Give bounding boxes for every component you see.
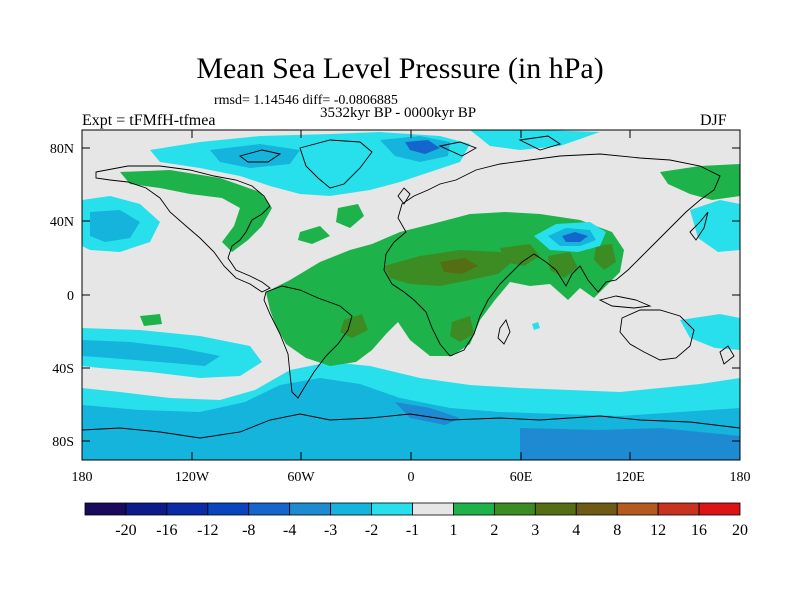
lon-label-60w: 60W — [287, 470, 315, 485]
colorbar-label: -12 — [197, 522, 218, 539]
lon-label-180w: 180 — [72, 470, 93, 485]
lon-label-120e: 120E — [615, 470, 645, 485]
lat-label-40s: 40S — [52, 362, 74, 377]
colorbar-box — [371, 502, 413, 516]
lon-label-0: 0 — [408, 470, 415, 485]
colorbar-box — [289, 502, 332, 516]
coastlines — [82, 135, 740, 439]
colorbar-label: -8 — [242, 522, 255, 539]
colorbar: -20 -16 -12 -8 -4 -3 -2 -1 1 2 3 4 8 12 16 20 — [84, 502, 748, 539]
rmsd-diff-stats: rmsd= 1.14546 diff= -0.0806885 — [214, 93, 398, 108]
colorbar-label: 16 — [691, 522, 707, 539]
greenland-deepblue — [405, 140, 440, 154]
lon-label-60e: 60E — [510, 470, 533, 485]
season-label: DJF — [700, 112, 727, 129]
axis-ticks — [81, 130, 741, 460]
lat-label-40n: 40N — [50, 215, 74, 230]
lat-label-80s: 80S — [52, 435, 74, 450]
colorbar-box — [453, 502, 495, 516]
australia-coast — [619, 309, 695, 361]
colorbar-label: -16 — [156, 522, 177, 539]
antarctic-blue-patch-east — [520, 428, 740, 460]
colorbar-label: -2 — [365, 522, 378, 539]
southeast-asia-darkgreen — [594, 244, 616, 270]
lat-label-0: 0 — [67, 289, 74, 304]
colorbar-box — [616, 502, 659, 516]
colorbar-label: 20 — [732, 522, 748, 539]
colorbar-box — [493, 502, 536, 516]
colorbar-box — [248, 502, 291, 516]
arctic-islands-coast — [238, 135, 562, 163]
antarctica-coast — [82, 413, 740, 439]
atlantic-green-blob — [298, 226, 330, 244]
colorbar-label: -4 — [283, 522, 296, 539]
colorbar-label: 12 — [650, 522, 666, 539]
colorbar-label: 1 — [449, 522, 457, 539]
greenland-coast — [299, 139, 373, 189]
india-darkgreen — [548, 252, 578, 278]
tibet-deepblue — [562, 232, 588, 242]
north-pacific-lightblue — [90, 210, 140, 242]
new-zealand-coast — [719, 345, 735, 365]
tasman-cyan — [680, 314, 740, 350]
colorbar-label: 2 — [490, 522, 498, 539]
colorbar-box — [84, 502, 127, 516]
siberia-cyan — [470, 130, 600, 150]
colorbar-label: 8 — [613, 522, 621, 539]
colorbar-box — [657, 502, 700, 516]
colorbar-label: 4 — [572, 522, 580, 539]
colorbar-label: 3 — [531, 522, 539, 539]
indonesia-coast — [598, 295, 652, 309]
madagascar-coast — [497, 319, 511, 345]
canada-green-small — [140, 314, 162, 326]
mid-atlantic-green — [336, 204, 364, 228]
north-america-green — [120, 170, 272, 252]
map-title: Mean Sea Level Pressure (in hPa) — [196, 52, 604, 85]
south-pacific-lightblue — [82, 340, 220, 366]
west-pacific-cyan — [690, 200, 740, 252]
arabia-darkgreen — [500, 244, 540, 266]
colorbar-box — [575, 502, 618, 516]
eastern-siberia-green — [660, 164, 740, 200]
colorbar-label: -1 — [406, 522, 419, 539]
colorbar-label: -3 — [324, 522, 337, 539]
colorbar-box — [412, 502, 454, 516]
lon-label-120w: 120W — [175, 470, 210, 485]
uk-coast — [397, 187, 411, 205]
japan-coast — [689, 211, 709, 241]
colorbar-box — [166, 502, 209, 516]
north-america-coast — [95, 165, 271, 293]
colorbar-box — [534, 502, 577, 516]
time-period: 3532kyr BP - 0000kyr BP — [320, 105, 477, 121]
sahara-olive — [440, 258, 478, 274]
colorbar-box — [207, 502, 250, 516]
arctic-lightblue — [210, 144, 300, 168]
lon-label-180e: 180 — [730, 470, 751, 485]
colorbar-box — [125, 502, 168, 516]
south-america-coast — [263, 285, 353, 399]
experiment-label: Expt = tFMfH-tfmea — [82, 112, 216, 129]
colorbar-box — [698, 502, 741, 516]
colorbar-label: -20 — [115, 522, 136, 539]
colorbar-box — [330, 502, 372, 516]
eurasia-africa-coast — [383, 153, 721, 357]
map-field — [82, 130, 740, 460]
southern-africa-darkgreen — [450, 316, 474, 342]
indian-ocean-cyan-dot — [532, 322, 540, 330]
lat-label-80n: 80N — [50, 142, 74, 157]
